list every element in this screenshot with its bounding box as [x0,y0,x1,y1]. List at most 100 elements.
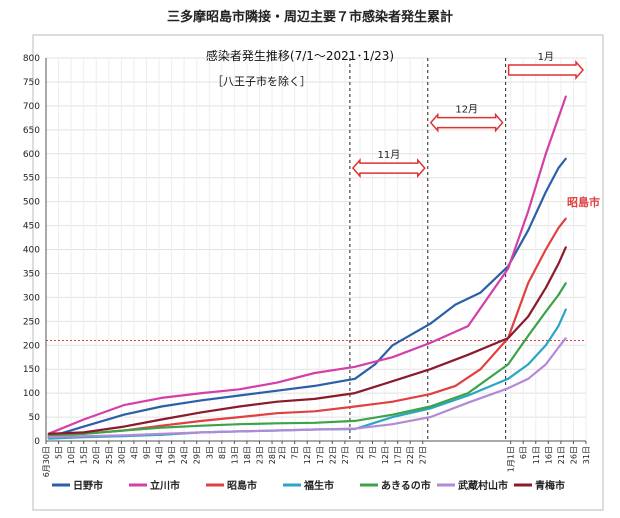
chart-frame [32,34,604,511]
x-tick-label: 6月30日 [42,446,51,477]
data-point [82,418,85,421]
data-point [238,394,241,397]
x-tick-label: 18日 [243,446,252,464]
x-tick-label: 9日 [142,446,151,459]
data-point [507,387,509,390]
data-point [507,267,509,270]
data-point [354,420,356,422]
data-point [507,363,509,366]
chart-subtitle: ［八王子市を除く］ [212,74,311,88]
y-tick-label: 0 [34,437,40,447]
data-point [276,381,278,384]
x-tick-label: 20日 [92,446,101,464]
x-tick-label: 10日 [67,446,76,464]
data-point [276,400,278,403]
x-tick-label: 23日 [255,446,264,464]
x-tick-label: 25日 [105,446,114,464]
period-arrow-label: 12月 [455,104,478,116]
y-tick-label: 50 [29,413,41,423]
data-point [391,356,394,359]
legend-label: あきるの市 [381,479,431,492]
data-point [527,210,530,213]
y-tick-label: 150 [23,365,40,375]
data-point [160,397,163,399]
data-point [200,420,203,422]
period-arrow [351,158,426,179]
data-point [391,413,394,416]
data-point [544,191,547,193]
data-point [313,421,316,424]
y-tick-label: 550 [23,174,40,184]
x-tick-label: 6日 [519,446,528,459]
data-point [527,377,530,380]
data-point [527,315,530,318]
x-tick-label: 14日 [155,446,164,464]
data-point [454,303,457,306]
legend-label: 福生市 [303,479,334,492]
x-tick-label: 27日 [419,446,428,464]
x-tick-label: 22日 [406,446,415,464]
page-title: 三多摩昭島市隣接・周辺主要７市感染者発生累計 [166,10,453,25]
legend-label: 日野市 [73,479,103,492]
data-point [429,393,432,395]
data-point [565,157,567,160]
y-tick-label: 700 [23,102,40,112]
data-point [82,431,85,434]
data-point [557,294,560,296]
data-point [544,248,547,251]
data-point [313,428,316,431]
data-point [391,423,394,426]
y-tick-label: 650 [23,126,40,136]
data-point [276,429,278,432]
period-arrow [429,112,504,133]
data-point [565,95,567,98]
data-point [313,385,316,387]
data-point [200,411,203,414]
data-point [354,405,356,408]
data-point [429,416,432,418]
data-point [160,426,163,429]
data-point [467,353,469,356]
data-point [354,392,356,394]
data-point [391,344,394,347]
data-point [276,412,278,415]
x-tick-label: 27日 [341,446,350,464]
data-point [454,385,457,387]
x-axis: 6月30日 5日 10日 15日 20日 25日 30日 4日 9日 14日 19日 24日 29日 3日… [42,440,591,477]
x-tick-label: 4日 [130,446,139,459]
x-tick-label: 2日 [278,446,287,459]
data-point [565,246,567,249]
data-point [527,363,530,366]
period-arrow [507,59,584,80]
data-point [557,167,560,170]
data-point [507,377,509,380]
data-point [238,388,241,391]
data-point [82,435,85,438]
period-arrow-label: 11月 [377,149,400,161]
data-point [123,434,125,437]
data-point [200,424,203,427]
legend-label: 立川市 [150,479,180,492]
data-point [160,418,163,421]
data-point [238,405,241,408]
data-point [527,229,530,232]
chart-title: 感染者発生推移(7/1～2021･1/23) [206,48,394,63]
x-tick-label: 2日 [356,446,365,459]
period-arrows: 11月 12月 1月 [351,51,584,179]
x-tick-label: 8日 [218,446,227,459]
x-tick-label: 31日 [582,446,591,464]
data-point [527,334,530,337]
x-tick-label: 12日 [303,446,312,464]
data-point [313,410,316,413]
data-point [479,291,482,294]
x-tick-label: 29日 [193,446,202,464]
x-tick-label: 21日 [557,446,566,464]
data-point [313,372,316,374]
data-point [565,308,567,311]
reference-lines [46,58,586,441]
y-tick-label: 200 [23,341,40,351]
data-point [429,368,432,371]
y-tick-label: 350 [23,269,40,279]
data-point [544,286,547,289]
